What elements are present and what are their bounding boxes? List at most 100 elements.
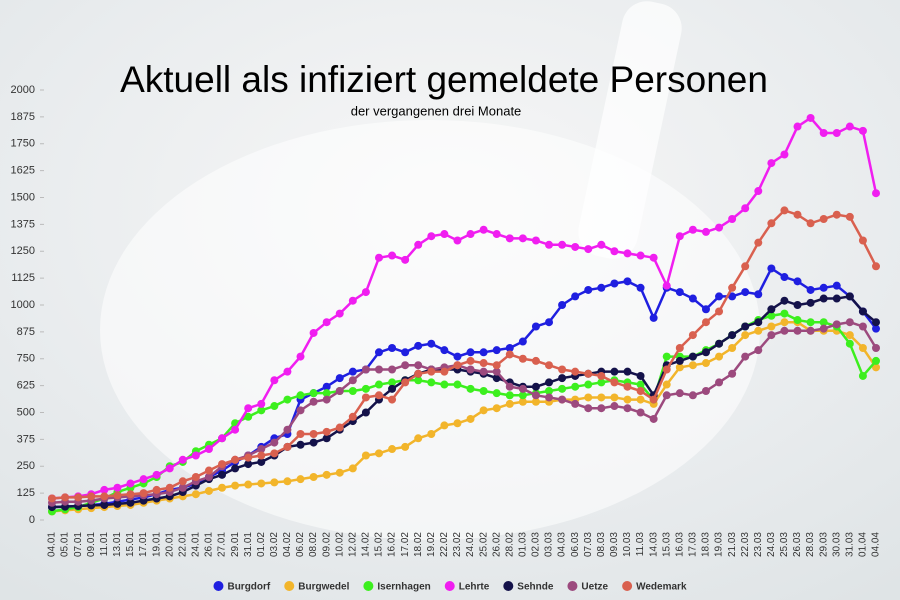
data-point	[518, 397, 527, 406]
data-point	[361, 365, 370, 374]
data-point	[152, 470, 161, 479]
data-point	[858, 371, 867, 380]
x-tick-label: 08.02	[308, 532, 319, 557]
data-point	[597, 393, 606, 402]
data-point	[793, 316, 802, 325]
x-tick-label: 14.03	[648, 532, 659, 557]
y-tick-label: 1500	[11, 191, 35, 203]
y-tick-label: 1750	[11, 138, 35, 150]
data-point	[845, 292, 854, 301]
data-point	[688, 225, 697, 234]
legend-label: Burgwedel	[298, 582, 349, 593]
x-tick-label: 31.01	[243, 532, 254, 557]
data-point	[793, 301, 802, 309]
legend-label: Isernhagen	[377, 582, 430, 593]
legend-label: Lehrte	[459, 582, 490, 593]
x-tick-label: 31.03	[844, 532, 855, 557]
data-point	[518, 354, 527, 363]
data-point	[741, 262, 750, 271]
x-tick-label: 23.02	[452, 532, 463, 557]
data-point	[545, 240, 554, 249]
data-point	[636, 408, 645, 417]
data-point	[872, 262, 880, 271]
data-point	[231, 464, 240, 473]
data-point	[610, 402, 619, 411]
data-point	[244, 404, 253, 413]
y-tick-label: 1625	[11, 165, 35, 177]
data-point	[636, 380, 645, 389]
data-point	[204, 486, 213, 495]
data-point	[348, 412, 357, 421]
data-point	[662, 365, 671, 374]
data-point	[610, 279, 619, 288]
data-point	[701, 318, 710, 327]
data-point	[191, 451, 200, 460]
data-point	[113, 499, 122, 508]
data-point	[440, 346, 449, 355]
data-point	[741, 322, 750, 331]
data-point	[715, 292, 724, 301]
data-point	[741, 352, 750, 361]
data-point	[754, 318, 763, 327]
data-point	[401, 378, 410, 387]
data-point	[100, 485, 109, 494]
x-tick-label: 07.03	[583, 532, 594, 557]
data-point	[414, 341, 423, 350]
x-tick-label: 09.02	[321, 532, 332, 557]
data-point	[701, 348, 710, 357]
data-point	[872, 344, 880, 352]
data-point	[374, 449, 383, 458]
data-point	[531, 356, 540, 365]
data-point	[872, 356, 880, 365]
data-point	[767, 219, 776, 228]
data-point	[361, 393, 370, 402]
data-point	[414, 369, 423, 378]
x-tick-label: 26.01	[204, 532, 215, 557]
x-tick-label: 24.03	[766, 532, 777, 557]
data-point	[466, 365, 475, 374]
data-point	[584, 380, 593, 389]
data-point	[584, 404, 593, 413]
x-tick-label: 29.01	[230, 532, 241, 557]
data-point	[701, 305, 710, 314]
y-tick-label: 1375	[11, 218, 35, 230]
data-point	[531, 236, 540, 245]
legend-marker	[622, 581, 633, 591]
x-tick-label: 15.01	[125, 532, 136, 557]
data-point	[623, 249, 632, 258]
data-point	[819, 283, 828, 292]
data-point	[518, 391, 527, 400]
data-point	[715, 339, 724, 348]
x-tick-label: 04.02	[282, 532, 293, 557]
data-point	[636, 251, 645, 260]
legend-label: Burgdorf	[227, 582, 270, 593]
data-point	[571, 292, 580, 301]
data-point	[505, 399, 514, 408]
data-point	[296, 475, 305, 484]
data-point	[100, 500, 109, 509]
data-point	[505, 391, 514, 400]
data-point	[806, 326, 815, 335]
data-point	[806, 113, 815, 122]
data-point	[492, 404, 501, 413]
data-point	[518, 337, 527, 346]
data-point	[348, 464, 357, 473]
data-point	[244, 453, 253, 462]
data-point	[296, 352, 305, 361]
data-point	[479, 348, 488, 357]
data-point	[427, 378, 436, 387]
data-point	[204, 445, 213, 454]
x-tick-label: 17.03	[688, 532, 699, 557]
x-tick-label: 26.02	[491, 532, 502, 557]
data-point	[440, 367, 449, 376]
data-point	[806, 285, 815, 294]
x-tick-label: 12.02	[347, 532, 358, 557]
data-point	[623, 404, 632, 413]
data-point	[113, 491, 122, 500]
data-point	[466, 356, 475, 365]
series-line	[51, 116, 878, 500]
y-tick-label: 250	[17, 460, 35, 472]
data-point	[388, 344, 397, 352]
data-point	[754, 238, 763, 247]
data-point	[414, 240, 423, 249]
